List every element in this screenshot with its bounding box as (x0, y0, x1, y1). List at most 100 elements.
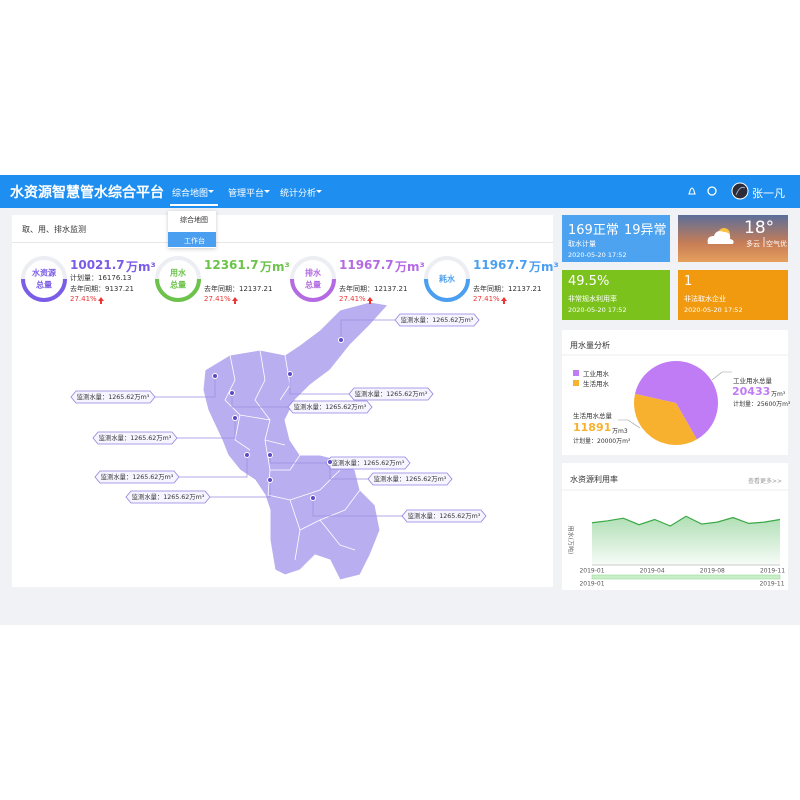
stat-label: 总量 (170, 280, 186, 290)
dropdown-item[interactable]: 工作台 (184, 237, 205, 245)
nav-caret (264, 190, 270, 193)
map-label: 监测水量：1265.62万m³ (132, 492, 205, 501)
stat-change: 27.41% (204, 295, 231, 303)
label-box (325, 456, 411, 470)
bell-icon[interactable] (688, 187, 696, 195)
x-tick-label: 2019-08 (700, 568, 725, 575)
nav-caret (316, 190, 322, 193)
pie-value: 11891 (573, 421, 612, 434)
stat-label: 水资源 (31, 268, 56, 278)
card-label: 非常规水利用率 (568, 295, 617, 303)
app-title: 水资源智慧管水综合平台 (10, 185, 164, 201)
weather-temp: 18° (744, 218, 775, 238)
stat-last-year: 去年同期：12137.21 (473, 285, 542, 293)
map-label: 监测水量：1265.62万m³ (99, 433, 172, 442)
stat-label: 用水 (169, 268, 187, 278)
leader-line (155, 376, 216, 398)
map-label: 监测水量：1265.62万m³ (374, 474, 447, 483)
leader-line (340, 319, 395, 340)
up-arrow (501, 297, 507, 304)
pie-value: 20433 (732, 385, 771, 398)
map-label: 监测水量：1265.62万m³ (355, 389, 428, 398)
card-value: 49.5% (568, 274, 610, 289)
stat-card (562, 215, 670, 262)
pie-leader (711, 371, 732, 381)
stat-last-year: 去年同期：9137.21 (70, 285, 134, 293)
stat-unit: 万m³ (529, 260, 559, 274)
y-axis-label: 用水(万吨) (567, 526, 575, 555)
up-arrow (367, 297, 373, 304)
label-box (401, 509, 487, 523)
label-box (367, 472, 453, 486)
stat-value: 12361.7 (204, 258, 259, 272)
monitor-point (310, 495, 316, 501)
nav-item[interactable]: 综合地图 (172, 189, 209, 199)
map-label: 监测水量：1265.62万m³ (77, 392, 150, 401)
stat-ring (290, 278, 336, 302)
leader-line (289, 374, 349, 395)
monitor-point (327, 459, 333, 465)
map-label: 监测水量：1265.62万m³ (294, 402, 367, 411)
up-arrow (98, 297, 104, 304)
x-tick-label: 2019-01 (579, 568, 604, 575)
stat-label: 总量 (36, 280, 52, 290)
dropdown-item[interactable]: 综合地图 (180, 216, 208, 224)
leader-line (177, 418, 236, 439)
stat-unit: 万m³ (260, 260, 290, 274)
monitor-point (287, 371, 293, 377)
panel-title: 取、用、排水监测 (22, 225, 86, 234)
user-name[interactable]: 张一凡 (752, 187, 785, 200)
header-bar (0, 175, 800, 208)
pie-plan: 计划量：25600万m³ (733, 401, 791, 408)
label-box (394, 313, 480, 327)
label-box (348, 387, 434, 401)
weather-air: 空气优 (766, 240, 787, 248)
pie-leader (618, 419, 641, 429)
label-box (287, 400, 373, 414)
weather-card (678, 215, 788, 262)
stat-last-year: 去年同期：12137.21 (339, 285, 408, 293)
stat-label: 排水 (305, 268, 322, 278)
stat-change: 27.41% (339, 295, 366, 303)
settings-icon[interactable] (707, 186, 717, 196)
stat-unit: 万m³ (126, 260, 156, 274)
label-box (92, 431, 178, 445)
monitor-point (232, 415, 238, 421)
avatar[interactable] (731, 182, 749, 200)
nav-item[interactable]: 统计分析 (280, 189, 317, 199)
weather-icon (707, 228, 734, 244)
more-link[interactable]: 查看更多>> (748, 478, 783, 485)
card-time: 2020-05-20 17:52 (684, 306, 743, 314)
stat-card (678, 270, 788, 320)
pie-label: 生活用水总量 (573, 412, 612, 420)
map (202, 301, 389, 581)
stat-ring (21, 278, 67, 302)
stat-card (562, 270, 670, 320)
stat-change: 27.41% (473, 295, 500, 303)
legend-swatch (573, 380, 579, 386)
stat-plan: 计划量：16176.13 (70, 274, 132, 282)
pie-slice (635, 361, 718, 440)
pie-unit: 万m3 (612, 428, 628, 435)
pie-slice (633, 393, 697, 446)
monitor-point (212, 373, 218, 379)
x-tick-label: 2019-04 (640, 568, 665, 575)
nav-caret (208, 190, 214, 193)
card-time: 2020-05-20 17:52 (568, 306, 627, 314)
map-region (202, 301, 389, 581)
line-area (592, 516, 780, 565)
map-label: 监测水量：1265.62万m³ (101, 472, 174, 481)
monitor-point (267, 452, 273, 458)
range-label: 2019-11 (759, 581, 784, 588)
stat-last-year: 去年同期：12137.21 (204, 285, 273, 293)
nav-underline (170, 204, 218, 206)
line-series (591, 515, 781, 527)
leader-line (329, 462, 368, 480)
stat-change: 27.41% (70, 295, 97, 303)
stat-ring (155, 278, 201, 302)
nav-item[interactable]: 管理平台 (228, 189, 265, 199)
stat-unit: 万m³ (395, 260, 425, 274)
monitor-point (267, 477, 273, 483)
